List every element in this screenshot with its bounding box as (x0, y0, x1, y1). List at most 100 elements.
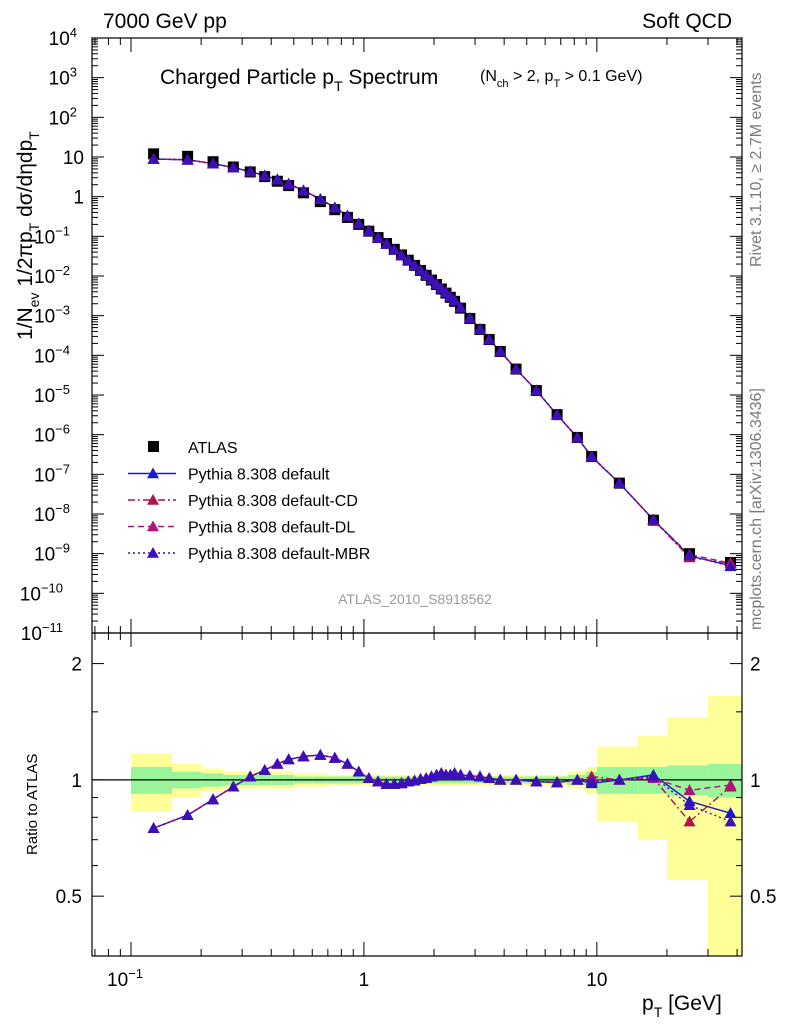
ratio-3-marker (207, 793, 220, 805)
series-4-marker (613, 477, 626, 488)
uncertainty-band-inner (707, 763, 742, 798)
ratio-2-marker (683, 784, 696, 796)
ratio-3-marker (372, 775, 385, 787)
series-4-marker (408, 259, 421, 271)
ratio-y-tick-label-right: 2 (750, 655, 761, 676)
legend-marker-4 (147, 547, 159, 558)
main-frame (91, 37, 743, 634)
y-tick-label: 10−6 (34, 422, 70, 447)
y-tick-label: 10−5 (34, 382, 70, 407)
legend-label: Pythia 8.308 default-CD (188, 493, 358, 510)
ratio-3-marker (282, 753, 295, 765)
ratio-3-marker (297, 750, 310, 762)
y-tick-label: 10−1 (34, 223, 70, 248)
y-tick-label: 10−11 (21, 620, 63, 645)
ratio-y-axis-label: Ratio to ATLAS (24, 754, 41, 855)
series-4-marker (473, 323, 486, 334)
legend-label: ATLAS (188, 440, 238, 457)
ratio-3-marker (683, 799, 696, 810)
ratio-3-marker (314, 748, 327, 760)
ratio-y-tick-label: 0.5 (56, 887, 82, 908)
x-tick-label: 1 (359, 970, 370, 991)
ratio-3-marker (244, 770, 257, 782)
series-4-marker (314, 193, 327, 204)
legend: ATLAS Pythia 8.308 default Pythia 8.308 de… (128, 440, 370, 563)
ratio-3-marker (181, 809, 194, 821)
header-right: Soft QCD (642, 10, 732, 33)
ratio-3-marker (494, 773, 507, 785)
y-tick-label: 10−3 (34, 303, 70, 328)
legend-marker-3 (147, 520, 159, 532)
y-tick-label: 10 (63, 148, 84, 169)
ratio-3-marker (380, 778, 393, 789)
ratio-3-marker (341, 757, 354, 769)
series-4-marker (372, 231, 385, 243)
ratio-3-marker (454, 768, 467, 780)
main-panel: 10−11 10−10 10−9 10−8 10−7 10−6 10−5 10−4 10−3 10… (14, 25, 743, 645)
ratio-y-tick-label-right: 1 (750, 771, 761, 792)
y-tick-label: 102 (49, 104, 77, 129)
ratio-panel: 0.5 0.5 1 1 2 2 10−1 1 10 Ratio to ATLAS pT [GeV… (24, 632, 776, 1020)
y-tick-label: 104 (49, 25, 77, 50)
series-4-marker (724, 560, 737, 572)
ratio-2-marker (724, 778, 737, 790)
ratio-y-tick-label-right: 0.5 (750, 887, 776, 908)
series-4-marker (147, 153, 160, 164)
mcplots-label: mcplots.cern.ch [arXiv:1306.3436] (748, 388, 765, 630)
series-4-marker (395, 249, 408, 261)
series-4-marker (530, 384, 543, 396)
ratio-frame (91, 632, 743, 957)
series-4-marker (258, 169, 271, 181)
ratio-3-marker (362, 772, 375, 784)
ratio-3-marker (585, 775, 598, 787)
series-4-marker (388, 243, 401, 255)
legend-marker-2 (147, 494, 159, 505)
series-4-marker (510, 363, 523, 374)
series-4-marker (244, 165, 257, 177)
series-4-marker (454, 301, 467, 313)
x-axis-label: pT [GeV] (642, 992, 722, 1020)
ratio-3-marker (328, 751, 341, 763)
legend-marker-atlas (148, 441, 159, 452)
legend-label: Pythia 8.308 default-DL (188, 520, 355, 537)
ratio-3-marker (352, 765, 365, 777)
header-left: 7000 GeV pp (103, 10, 227, 33)
series-4-marker (362, 224, 375, 236)
ratio-1-marker (683, 815, 696, 827)
legend-label: Pythia 8.308 default-MBR (188, 546, 370, 563)
series-4-marker (483, 333, 496, 345)
series-4-marker (414, 264, 427, 276)
series-4-marker (352, 217, 365, 229)
ratio-3-marker (551, 776, 564, 788)
ratio-0-marker (724, 807, 737, 818)
series-4-marker (207, 157, 220, 169)
ratio-3-marker (510, 773, 523, 785)
series-4-marker (448, 294, 461, 306)
series-4-marker (551, 408, 564, 420)
ratio-3-marker (724, 815, 737, 827)
ratio-y-tick-label: 2 (71, 655, 82, 676)
uncertainty-band-outer (666, 717, 708, 881)
ratio-3-marker (530, 775, 543, 787)
legend-marker-1 (147, 467, 159, 479)
series-4-marker (420, 268, 433, 280)
x-tick-label: 10 (586, 970, 607, 991)
x-tick-label: 10−1 (107, 966, 143, 991)
y-tick-label: 10−2 (34, 263, 70, 288)
series-4-marker (328, 201, 341, 213)
series-4-marker (341, 209, 354, 221)
ratio-3-marker (571, 773, 584, 785)
ratio-3-marker (613, 773, 626, 785)
ratio-3-marker (227, 780, 240, 792)
series-4-marker (683, 549, 696, 561)
y-tick-label: 10−9 (34, 541, 70, 566)
main-y-axis-label: 1/Nev 1/2πpT dσ/dηdpT (14, 131, 42, 340)
ratio-3-marker (473, 770, 486, 782)
analysis-id: ATLAS_2010_S8918562 (338, 591, 492, 607)
ratio-y-tick-label: 1 (71, 771, 82, 792)
series-4-marker (402, 254, 415, 266)
ratio-3-marker (647, 770, 660, 782)
series-4-marker (181, 153, 194, 165)
ratio-3-marker (463, 769, 476, 781)
